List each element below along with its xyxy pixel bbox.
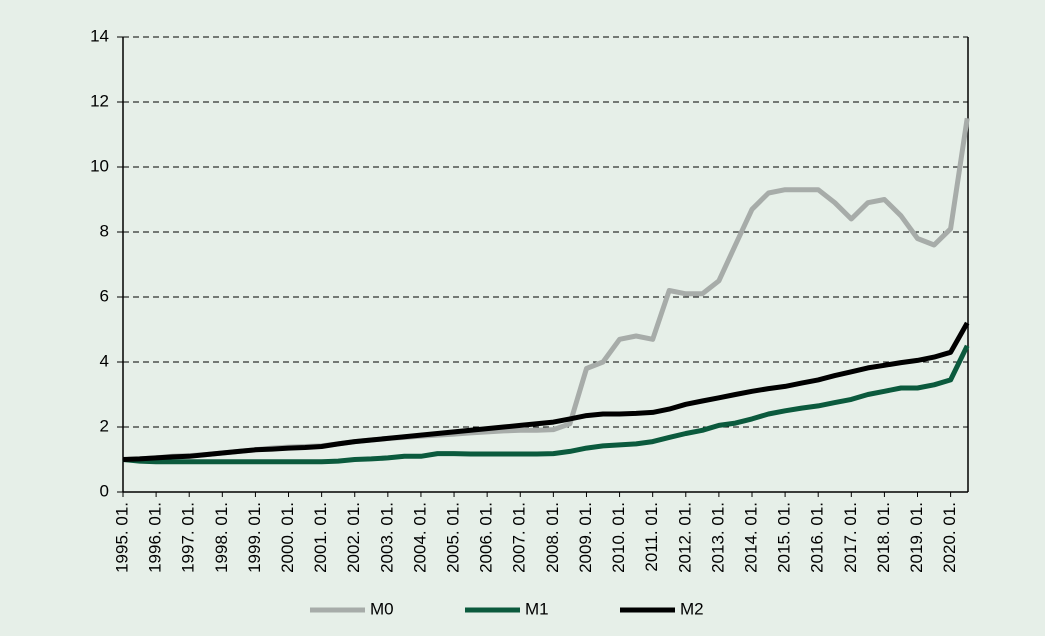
x-tick-label: 1997. 01. — [179, 502, 198, 573]
x-tick-label: 2001. 01. — [311, 502, 330, 573]
x-tick-label: 1998. 01. — [212, 502, 231, 573]
line-m1 — [122, 344, 970, 465]
y-tick-label: 2 — [100, 416, 109, 435]
x-tick-label: 2003. 01. — [377, 502, 396, 573]
y-tick-label: 4 — [100, 351, 109, 370]
legend-label: M1 — [525, 599, 549, 618]
x-tick-label: 1996. 01. — [146, 502, 165, 573]
line-m2 — [122, 321, 970, 462]
x-tick-label: 2004. 01. — [410, 502, 429, 573]
legend-label: M0 — [370, 599, 394, 618]
y-tick-label: 14 — [90, 26, 109, 45]
x-tick-label: 2012. 01. — [675, 502, 694, 573]
x-tick-label: 1999. 01. — [245, 502, 264, 573]
x-tick-label: 2015. 01. — [775, 502, 794, 573]
legend-label: M2 — [680, 599, 704, 618]
x-tick-label: 2002. 01. — [344, 502, 363, 573]
x-tick-label: 2009. 01. — [576, 502, 595, 573]
x-tick-label: 2016. 01. — [808, 502, 827, 573]
x-tick-label: 2010. 01. — [609, 502, 628, 573]
x-tick-label: 2008. 01. — [543, 502, 562, 573]
x-tick-label: 2013. 01. — [708, 502, 727, 573]
x-tick-label: 2018. 01. — [874, 502, 893, 573]
x-tick-label: 2000. 01. — [278, 502, 297, 573]
y-tick-label: 12 — [90, 91, 109, 110]
x-tick-label: 2007. 01. — [510, 502, 529, 573]
x-tick-label: 1995. 01. — [112, 502, 131, 573]
x-tick-label: 2019. 01. — [907, 502, 926, 573]
y-tick-label: 10 — [90, 156, 109, 175]
x-tick-label: 2005. 01. — [444, 502, 463, 573]
y-tick-label: 8 — [100, 221, 109, 240]
y-tick-label: 6 — [100, 286, 109, 305]
x-tick-label: 2011. 01. — [642, 502, 661, 572]
x-tick-label: 2020. 01. — [940, 502, 959, 573]
x-tick-label: 2017. 01. — [841, 502, 860, 573]
x-tick-label: 2006. 01. — [477, 502, 496, 573]
y-tick-label: 0 — [100, 481, 109, 500]
x-tick-label: 2014. 01. — [741, 502, 760, 573]
